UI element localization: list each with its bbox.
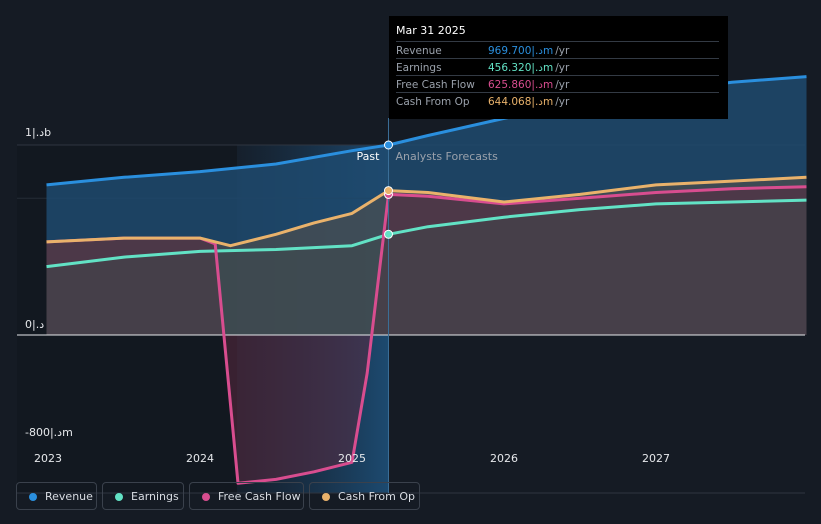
tooltip-unit: /yr — [555, 62, 570, 74]
y-tick-label: 1|.ﺩb — [25, 126, 51, 139]
tooltip-unit: /yr — [555, 96, 570, 108]
legend-label: Earnings — [131, 490, 179, 503]
y-tick-label: 0|.ﺩ — [25, 318, 44, 331]
tooltip-label: Cash From Op — [396, 96, 470, 108]
tooltip-row-revenue: Revenue 969.700|.ﺩm/yr — [396, 41, 719, 59]
tooltip-value: 644.068|.ﺩm/yr — [488, 96, 569, 108]
earnings-area — [46, 200, 807, 335]
tooltip-unit: /yr — [555, 79, 570, 91]
tooltip-label: Earnings — [396, 62, 442, 74]
tooltip-value: 969.700|.ﺩm/yr — [488, 45, 569, 57]
revenue-dot-icon — [29, 493, 37, 501]
tooltip-number: 644.068|.ﺩm — [488, 96, 554, 108]
earnings-line — [46, 198, 807, 269]
legend-label: Free Cash Flow — [218, 490, 301, 503]
tooltip-row-cash-from-op: Cash From Op 644.068|.ﺩm/yr — [396, 92, 719, 110]
free-cash-flow-dot-icon — [202, 493, 210, 501]
earnings-dot-icon — [115, 493, 123, 501]
tooltip-label: Free Cash Flow — [396, 79, 475, 91]
legend-label: Cash From Op — [338, 490, 416, 503]
cash-from-op-dot-icon — [322, 493, 330, 501]
tooltip-row-free-cash-flow: Free Cash Flow 625.860|.ﺩm/yr — [396, 75, 719, 93]
tooltip-row-earnings: Earnings 456.320|.ﺩm/yr — [396, 58, 719, 76]
x-tick-label: 2027 — [642, 452, 670, 465]
x-tick-label: 2026 — [490, 452, 518, 465]
tooltip-number: 625.860|.ﺩm — [488, 79, 554, 91]
legend-item-revenue[interactable]: Revenue — [16, 482, 97, 510]
x-tick-label: 2025 — [338, 452, 366, 465]
tooltip-value: 456.320|.ﺩm/yr — [488, 62, 569, 74]
revenue-point — [383, 140, 393, 150]
x-tick-label: 2023 — [34, 452, 62, 465]
tooltip-label: Revenue — [396, 45, 442, 57]
legend-item-free-cash-flow[interactable]: Free Cash Flow — [189, 482, 304, 510]
legend-item-cash-from-op[interactable]: Cash From Op — [309, 482, 420, 510]
legend-item-earnings[interactable]: Earnings — [102, 482, 184, 510]
x-tick-label: 2024 — [186, 452, 214, 465]
data-tooltip: Mar 31 2025 Revenue 969.700|.ﺩm/yr Earni… — [389, 16, 728, 119]
tooltip-number: 969.700|.ﺩm — [488, 45, 554, 57]
cash-from-op-point — [383, 186, 393, 196]
tooltip-value: 625.860|.ﺩm/yr — [488, 79, 569, 91]
cash-from-op-line — [46, 175, 807, 248]
forecast-label: Analysts Forecasts — [395, 150, 498, 163]
tooltip-unit: /yr — [555, 45, 570, 57]
tooltip-date: Mar 31 2025 — [396, 24, 466, 37]
tooltip-number: 456.320|.ﺩm — [488, 62, 554, 74]
legend-label: Revenue — [45, 490, 93, 503]
y-tick-label: -800|.ﺩm — [25, 426, 73, 439]
past-label: Past — [357, 150, 381, 163]
earnings-point — [383, 229, 393, 239]
